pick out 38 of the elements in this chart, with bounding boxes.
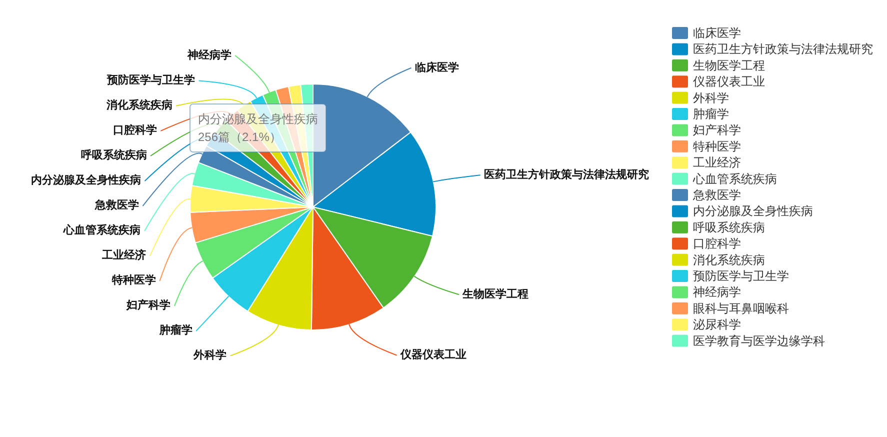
slice-label: 临床医学	[414, 61, 459, 74]
slice-label: 口腔科学	[113, 124, 158, 137]
legend-label: 泌尿科学	[693, 318, 741, 332]
tooltip: 内分泌腺及全身性疾病 256篇（2.1%）	[190, 104, 326, 152]
slice-label: 外科学	[192, 348, 227, 362]
slice-label: 特种医学	[110, 274, 156, 287]
slice-label: 预防医学与卫生学	[106, 74, 196, 87]
legend-label: 神经病学	[693, 285, 741, 300]
legend-label: 仪器仪表工业	[693, 74, 765, 89]
legend-label: 外科学	[693, 90, 729, 105]
legend-label: 内分泌腺及全身性疾病	[693, 204, 813, 218]
slice-label: 内分泌腺及全身性疾病	[31, 174, 142, 187]
legend-label: 呼吸系统疾病	[693, 220, 765, 234]
slice-label: 消化系统疾病	[105, 98, 172, 112]
slice-label: 急救医学	[94, 198, 140, 212]
legend-label: 生物医学工程	[693, 58, 765, 72]
legend-label: 医药卫生方针政策与法律法规研究	[693, 42, 873, 56]
legend-label: 工业经济	[693, 156, 741, 170]
legend-label: 医学教育与医学边缘学科	[693, 334, 825, 348]
slice-label: 呼吸系统疾病	[80, 148, 147, 162]
slice-label: 工业经济	[101, 248, 146, 262]
legend-label: 肿瘤学	[693, 107, 729, 121]
slice-label: 生物医学工程	[462, 288, 529, 301]
legend-label: 消化系统疾病	[693, 252, 765, 267]
legend-label: 心血管系统疾病	[692, 172, 777, 186]
legend-label: 妇产科学	[693, 123, 741, 138]
slice-label: 妇产科学	[126, 298, 171, 312]
slice-label: 仪器仪表工业	[399, 348, 466, 362]
legend-label: 临床医学	[693, 26, 741, 40]
legend-label: 急救医学	[692, 188, 741, 202]
legend-label: 眼科与耳鼻咽喉科	[693, 301, 789, 316]
legend-label: 预防医学与卫生学	[693, 269, 789, 283]
slice-label: 肿瘤学	[158, 324, 192, 337]
legend-label: 特种医学	[693, 139, 741, 154]
legend-label: 口腔科学	[693, 236, 741, 251]
slice-label: 神经病学	[186, 48, 232, 62]
slice-label: 心血管系统疾病	[62, 224, 141, 237]
slice-label: 医药卫生方针政策与法律法规研究	[484, 168, 649, 182]
